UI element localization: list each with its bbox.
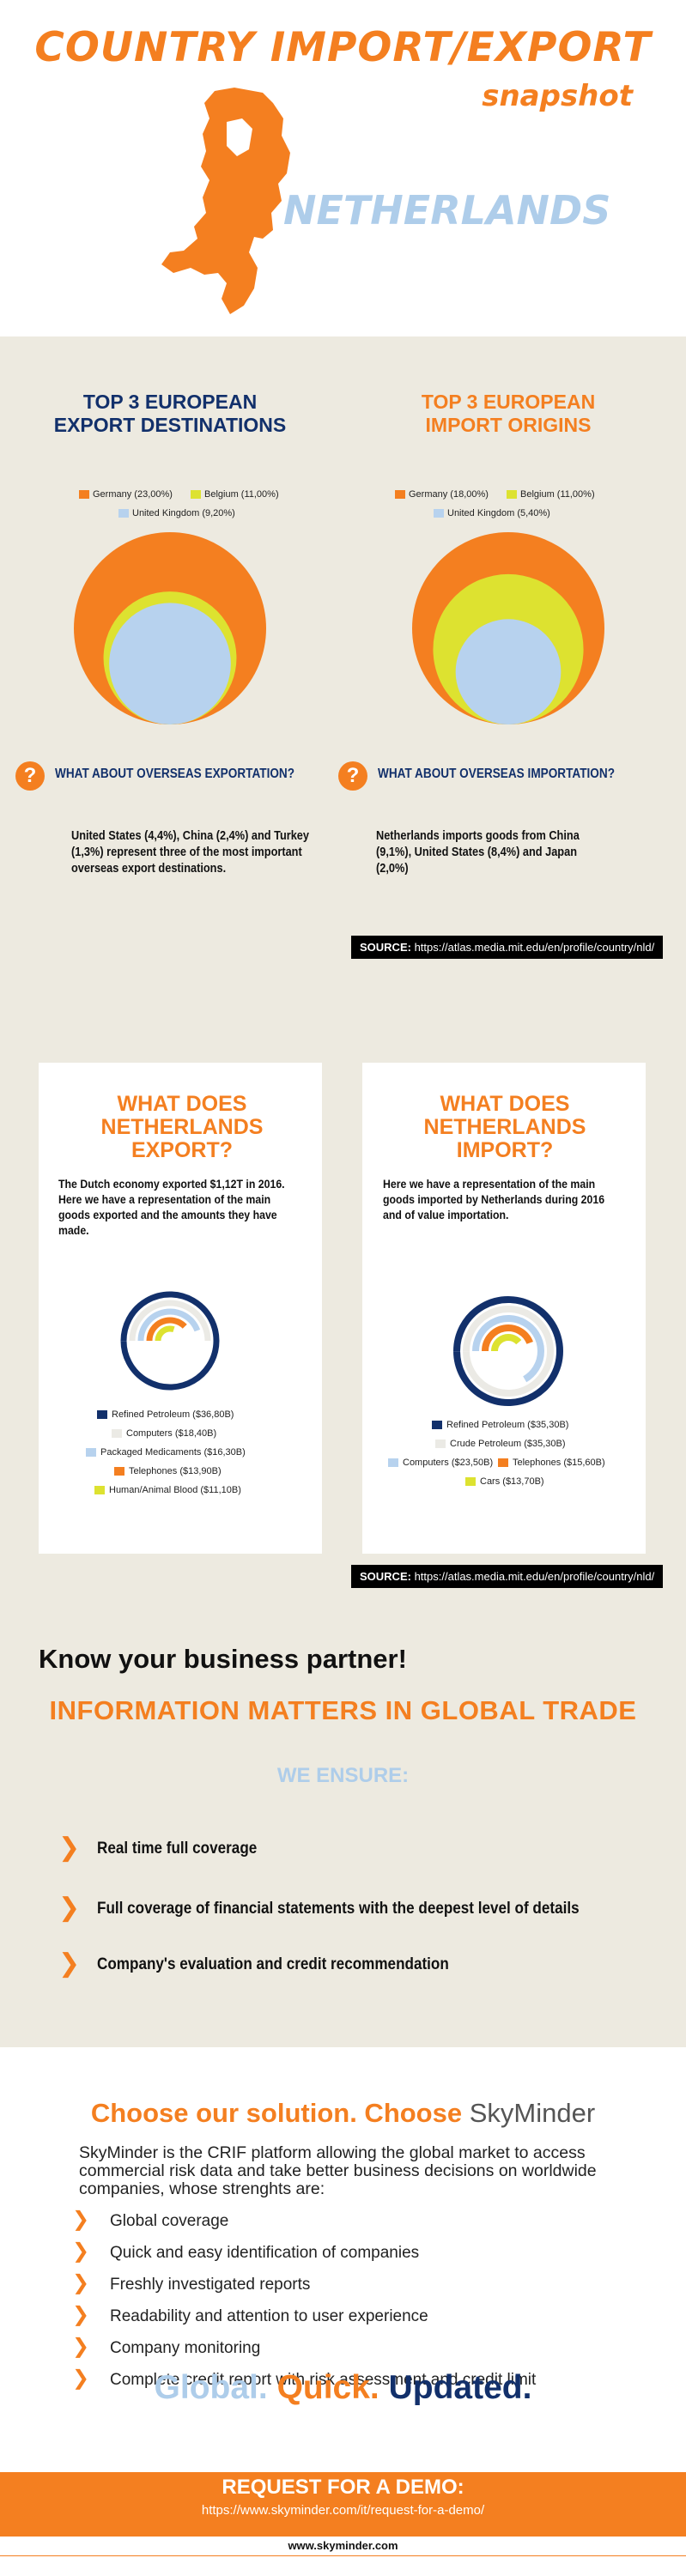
- export-goods-legend-item: Telephones ($13,90B): [114, 1466, 222, 1476]
- export-legend-germany: Germany (23,00%): [79, 489, 173, 500]
- netherlands-map-icon: [161, 88, 290, 314]
- import-goods-legend-item: Telephones ($15,60B): [498, 1458, 605, 1468]
- arc-cars: [491, 1334, 522, 1352]
- slogan: Global. Quick. Updated.: [0, 2369, 686, 2407]
- chevron-right-icon: ❯: [58, 1949, 81, 1979]
- circle-united-kingdom: [109, 603, 231, 724]
- solution-heading-text: Choose our solution. Choose: [90, 2098, 463, 2128]
- ensure-item: Company's evaluation and credit recommen…: [97, 1955, 449, 1973]
- arc-telephones: [146, 1317, 187, 1342]
- export-goods-card: [39, 1063, 322, 1554]
- skyminder-logo: SkyMinder: [469, 2098, 596, 2128]
- solution-description: SkyMinder is the CRIF platform allowing …: [79, 2143, 597, 2198]
- import-goods-legend-item: Crude Petroleum ($35,30B): [435, 1439, 566, 1449]
- page-title: COUNTRY IMPORT/EXPORT: [34, 24, 652, 71]
- arc-refined-petroleum: [120, 1291, 220, 1391]
- circle-united-kingdom: [455, 619, 562, 724]
- chevron-right-icon: ❯: [72, 2366, 90, 2390]
- import-legend-germany: Germany (18,00%): [395, 489, 489, 500]
- import-legend-belgium: Belgium (11,00%): [507, 489, 595, 500]
- question-icon: ?: [338, 761, 367, 791]
- arc-computers: [129, 1300, 211, 1342]
- website-link[interactable]: www.skyminder.com: [0, 2537, 686, 2555]
- export-goods-legend-item: Refined Petroleum ($36,80B): [97, 1409, 234, 1420]
- chevron-right-icon: ❯: [72, 2239, 90, 2263]
- ensure-item: Real time full coverage: [97, 1840, 258, 1858]
- page-subtitle: snapshot: [482, 79, 633, 113]
- chevron-right-icon: ❯: [72, 2207, 90, 2231]
- export-goods-legend-item: Human/Animal Blood ($11,10B): [94, 1485, 241, 1495]
- solution-item: Company monitoring: [110, 2339, 261, 2357]
- export-destinations-title: TOP 3 EUROPEAN EXPORT DESTINATIONS: [24, 391, 316, 437]
- solution-item: Global coverage: [110, 2212, 229, 2230]
- export-goods-title: WHAT DOES NETHERLANDS EXPORT?: [100, 1092, 264, 1162]
- ensure-item: Full coverage of financial statements wi…: [97, 1900, 580, 1918]
- chevron-right-icon: ❯: [72, 2270, 90, 2294]
- source-title: SOURCE:: [360, 1570, 411, 1583]
- export-circle-chart: [74, 532, 266, 724]
- partner-subheading: INFORMATION MATTERS IN GLOBAL TRADE: [49, 1695, 637, 1725]
- ensure-label: WE ENSURE:: [276, 1764, 410, 1787]
- overseas-import-text: Netherlands imports goods from China (9,…: [376, 829, 580, 876]
- solution-item: Readability and attention to user experi…: [110, 2307, 428, 2325]
- slogan-global: Global.: [154, 2369, 268, 2406]
- chevron-right-icon: ❯: [72, 2302, 90, 2326]
- export-goods-text: The Dutch economy exported $1,12T in 201…: [58, 1177, 285, 1237]
- import-origins-title-line1: TOP 3 EUROPEAN: [421, 391, 596, 413]
- chevron-right-icon: ❯: [58, 1893, 81, 1923]
- arc-refined-petroleum: [453, 1296, 563, 1407]
- import-origins-title: TOP 3 EUROPEAN IMPORT ORIGINS: [362, 391, 654, 437]
- import-goods-legend-item: Refined Petroleum ($35,30B): [432, 1420, 568, 1430]
- import-legend-uk: United Kingdom (5,40%): [434, 508, 550, 518]
- goods-radial-charts: [120, 1291, 563, 1407]
- export-destinations-title-line1: TOP 3 EUROPEAN: [82, 391, 258, 413]
- source-label: SOURCE: https://atlas.media.mit.edu/en/p…: [351, 1565, 664, 1588]
- partner-section: [0, 1631, 686, 2047]
- solution-item: Complete credit report with risk assessm…: [110, 2371, 537, 2389]
- import-radial-chart: [453, 1296, 563, 1407]
- country-name: NETHERLANDS: [283, 187, 611, 233]
- partner-heading: Know your business partner!: [39, 1644, 407, 1674]
- overseas-export-text: United States (4,4%), China (2,4%) and T…: [71, 829, 310, 876]
- arc-human-animal-blood: [155, 1325, 175, 1342]
- source-label: SOURCE: https://atlas.media.mit.edu/en/p…: [351, 936, 664, 959]
- solution-item: Freshly investigated reports: [110, 2276, 311, 2294]
- source-link[interactable]: https://atlas.media.mit.edu/en/profile/c…: [414, 1570, 655, 1583]
- chevron-right-icon: ❯: [72, 2334, 90, 2358]
- solution-item: Quick and easy identification of compani…: [110, 2244, 420, 2262]
- slogan-quick: Quick.: [276, 2369, 379, 2406]
- overseas-export-question: WHAT ABOUT OVERSEAS EXPORTATION?: [55, 767, 295, 781]
- export-legend-belgium: Belgium (11,00%): [191, 489, 279, 500]
- import-goods-legend-item: Computers ($23,50B): [388, 1458, 493, 1468]
- export-goods-legend-item: Packaged Medicaments ($16,30B): [86, 1447, 246, 1458]
- export-goods-legend-item: Computers ($18,40B): [112, 1428, 216, 1439]
- export-destinations-title-line2: EXPORT DESTINATIONS: [53, 414, 287, 436]
- export-legend-uk: United Kingdom (9,20%): [118, 508, 235, 518]
- arc-packaged-medicaments: [137, 1308, 201, 1342]
- import-circle-chart: [412, 532, 604, 724]
- arc-computers: [472, 1315, 544, 1383]
- solution-heading: Choose our solution. Choose SkyMinder: [0, 2098, 686, 2129]
- import-goods-text: Here we have a representation of the mai…: [383, 1177, 605, 1221]
- chevron-right-icon: ❯: [58, 1833, 81, 1863]
- demo-title: REQUEST FOR A DEMO:: [222, 2476, 464, 2499]
- slogan-updated: Updated.: [388, 2369, 532, 2406]
- question-icon: ?: [15, 761, 45, 791]
- import-origins-title-line2: IMPORT ORIGINS: [425, 414, 592, 436]
- europe-circle-charts: [74, 532, 604, 724]
- demo-link[interactable]: https://www.skyminder.com/it/request-for…: [201, 2503, 485, 2518]
- source-title: SOURCE:: [360, 941, 411, 954]
- export-radial-chart: [120, 1291, 220, 1391]
- header: [0, 0, 686, 335]
- import-goods-legend-item: Cars ($13,70B): [465, 1476, 544, 1487]
- source-link[interactable]: https://atlas.media.mit.edu/en/profile/c…: [414, 941, 655, 954]
- arc-telephones: [482, 1324, 533, 1352]
- import-goods-title: WHAT DOES NETHERLANDS IMPORT?: [423, 1092, 586, 1162]
- arc-crude-petroleum: [463, 1306, 554, 1397]
- overseas-import-question: WHAT ABOUT OVERSEAS IMPORTATION?: [378, 767, 616, 781]
